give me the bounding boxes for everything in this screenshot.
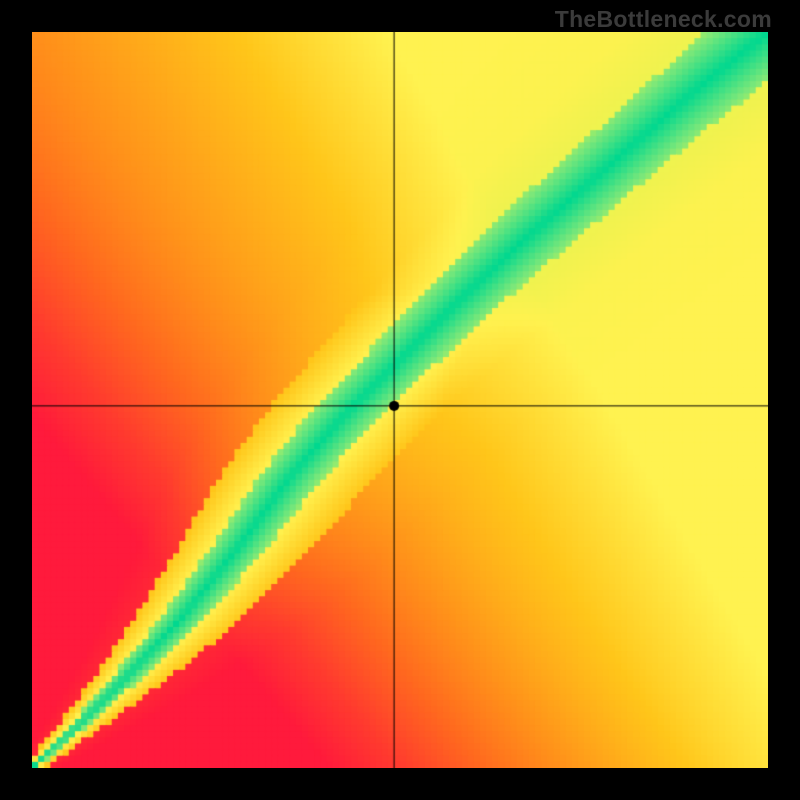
watermark-text: TheBottleneck.com <box>555 6 772 33</box>
bottleneck-heatmap <box>32 32 768 768</box>
chart-stage: TheBottleneck.com <box>0 0 800 800</box>
